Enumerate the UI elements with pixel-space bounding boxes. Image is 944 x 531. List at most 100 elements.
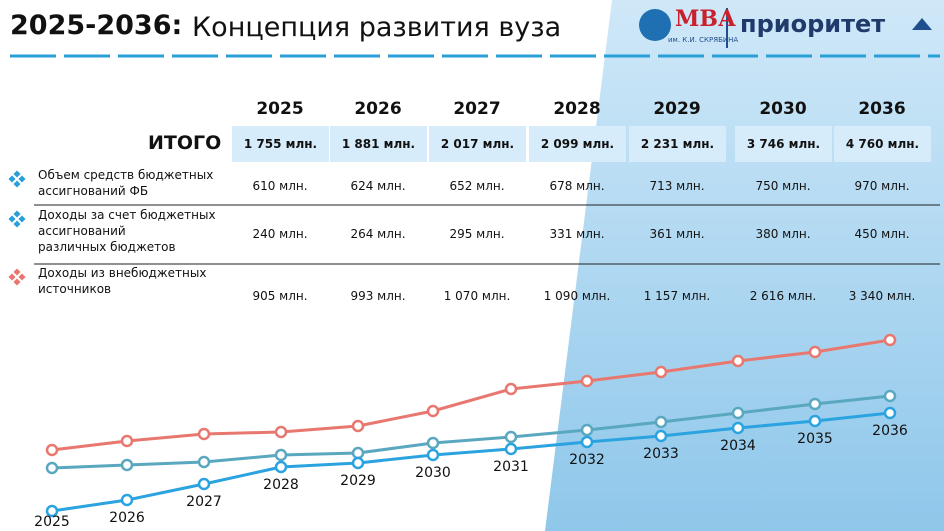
row-value: 905 млн. [252,289,308,303]
row-label: Доходы за счет бюджетных ассигнований ра… [38,208,216,254]
data-point [120,458,134,472]
total-cell: 2 017 млн. [429,126,526,162]
row-value: 380 млн. [755,227,811,241]
row-value: 450 млн. [854,227,910,241]
data-point [426,448,440,462]
row-icon [13,210,21,218]
row-value: 2 616 млн. [749,289,817,303]
data-point [120,434,134,448]
data-point [197,455,211,469]
data-point [274,425,288,439]
row-icon [18,273,26,281]
year-header: 2036 [858,99,906,119]
title-bold: 2025-2036: [10,10,183,41]
row-value: 1 157 млн. [643,289,711,303]
x-label: 2030 [415,465,451,481]
data-point [883,406,897,420]
x-label: 2032 [569,452,605,468]
total-cell: 3 746 млн. [735,126,832,162]
row-value: 678 млн. [549,179,605,193]
data-point [351,419,365,433]
x-label: 2036 [872,423,908,439]
total-cell: 1 881 млн. [330,126,427,162]
logo-emblem [639,9,671,41]
x-label: 2035 [797,431,833,447]
data-point [883,389,897,403]
data-point [274,448,288,462]
row-value: 1 090 млн. [543,289,611,303]
row-label: Объем средств бюджетных ассигнований ФБ [38,168,214,198]
row-value: 240 млн. [252,227,308,241]
row-value: 624 млн. [350,179,406,193]
row-icon [13,268,21,276]
title: Концепция развития вуза [192,12,562,43]
row-label: Доходы из внебюджетных источников [38,266,207,296]
year-header: 2030 [759,99,807,119]
row-value: 970 млн. [854,179,910,193]
data-point [808,397,822,411]
data-point [883,333,897,347]
data-point [580,374,594,388]
data-point [45,504,59,518]
total-cell: 4 760 млн. [834,126,931,162]
total-cell: 2 099 млн. [529,126,626,162]
data-point [580,435,594,449]
data-point [197,427,211,441]
row-value: 331 млн. [549,227,605,241]
row-value: 652 млн. [449,179,505,193]
x-label: 2029 [340,473,376,489]
year-header: 2027 [453,99,501,119]
logo-text: МВА [675,6,736,32]
year-header: 2025 [256,99,304,119]
x-label: 2033 [643,446,679,462]
data-point [808,414,822,428]
x-label: 2026 [109,510,145,526]
data-point [654,415,668,429]
brand: приоритет [740,10,886,38]
data-point [504,382,518,396]
data-point [197,477,211,491]
data-point [351,456,365,470]
data-point [45,443,59,457]
data-point [426,436,440,450]
x-label: 2031 [493,459,529,475]
total-cell: 2 231 млн. [629,126,726,162]
row-value: 264 млн. [350,227,406,241]
data-point [731,354,745,368]
x-label: 2028 [263,477,299,493]
row-icon [13,278,21,286]
row-icon [18,215,26,223]
data-point [654,365,668,379]
row-value: 1 070 млн. [443,289,511,303]
data-point [45,461,59,475]
row-value: 750 млн. [755,179,811,193]
row-value: 361 млн. [649,227,705,241]
data-point [731,421,745,435]
row-icon [8,175,16,183]
x-label: 2034 [720,438,756,454]
total-cell: 1 755 млн. [232,126,329,162]
row-value: 713 млн. [649,179,705,193]
year-header: 2028 [553,99,601,119]
series-line [51,411,891,513]
logo-subtitle: им. К.И. СКРЯБИНА [668,36,739,44]
row-value: 610 млн. [252,179,308,193]
data-point [426,404,440,418]
brand-icon [912,18,932,30]
data-point [731,406,745,420]
data-point [580,423,594,437]
data-point [504,430,518,444]
data-point [351,446,365,460]
row-icon [13,180,21,188]
data-point [504,442,518,456]
year-header: 2026 [354,99,402,119]
data-point [274,460,288,474]
series-line [51,338,891,452]
data-point [808,345,822,359]
total-label: ИТОГО [148,132,222,154]
x-label: 2027 [186,494,222,510]
row-value: 295 млн. [449,227,505,241]
row-value: 993 млн. [350,289,406,303]
row-icon [18,175,26,183]
